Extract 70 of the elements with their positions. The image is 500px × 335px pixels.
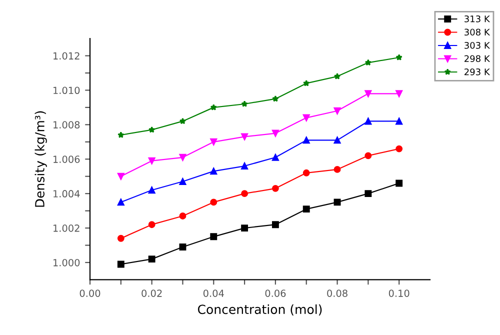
y-tick-label: 1.008 xyxy=(54,121,80,128)
point xyxy=(179,154,186,161)
point xyxy=(396,180,403,187)
y-tick-label: 1.010 xyxy=(54,86,80,94)
point xyxy=(396,54,402,60)
point xyxy=(148,221,156,228)
point xyxy=(179,212,186,220)
x-axis-title: Concentration (mol) xyxy=(198,304,322,316)
x-tick-label: 0.02 xyxy=(142,290,162,297)
point xyxy=(210,198,218,206)
point xyxy=(210,138,218,146)
point xyxy=(117,234,124,242)
point xyxy=(364,90,372,98)
point xyxy=(272,130,279,137)
point xyxy=(334,166,341,173)
legend-label: 303 K xyxy=(464,42,490,49)
x-tick-label: 0.10 xyxy=(388,290,410,297)
point xyxy=(302,206,310,213)
point xyxy=(302,169,310,176)
point xyxy=(241,190,248,198)
point xyxy=(364,152,372,160)
legend-label: 298 K xyxy=(464,55,490,62)
x-tick-label: 0.08 xyxy=(327,290,348,297)
x-tick-label: 0.00 xyxy=(80,290,100,297)
point xyxy=(241,100,248,107)
point xyxy=(241,133,248,140)
point xyxy=(210,168,218,175)
point xyxy=(303,80,310,86)
point xyxy=(148,256,156,263)
y-tick-label: 1.012 xyxy=(54,52,80,60)
point xyxy=(117,172,124,180)
point xyxy=(364,59,372,66)
point xyxy=(210,104,217,110)
x-tick-label: 0.06 xyxy=(265,290,286,297)
y-tick-label: 1.000 xyxy=(54,258,80,266)
point xyxy=(118,132,124,138)
point xyxy=(241,224,248,232)
x-tick-label: 0.04 xyxy=(203,290,224,297)
point xyxy=(334,107,341,114)
point xyxy=(148,126,156,133)
point xyxy=(334,72,341,80)
point xyxy=(148,157,156,164)
point xyxy=(241,162,248,170)
point xyxy=(334,198,341,206)
point xyxy=(396,90,403,98)
point xyxy=(117,260,124,268)
y-tick-label: 1.002 xyxy=(54,224,80,232)
point xyxy=(364,190,372,198)
point xyxy=(396,145,403,152)
legend-label: 308 K xyxy=(464,28,490,36)
point xyxy=(272,184,279,192)
point xyxy=(179,244,186,250)
point xyxy=(272,95,279,102)
point xyxy=(334,136,341,144)
point xyxy=(117,198,124,206)
point xyxy=(272,154,279,161)
point xyxy=(210,233,218,240)
point xyxy=(396,118,403,125)
point xyxy=(272,221,279,228)
y-axis-title: Density (kg/m³) xyxy=(34,111,47,207)
legend-label: 313 K xyxy=(464,15,490,22)
y-tick-label: 1.004 xyxy=(54,190,80,198)
y-tick-label: 1.006 xyxy=(54,156,80,163)
point xyxy=(364,118,372,125)
point xyxy=(148,186,156,194)
legend-label: 293 K xyxy=(464,68,490,76)
point xyxy=(179,118,186,124)
point xyxy=(179,178,186,185)
point xyxy=(302,114,310,122)
point xyxy=(302,136,310,144)
